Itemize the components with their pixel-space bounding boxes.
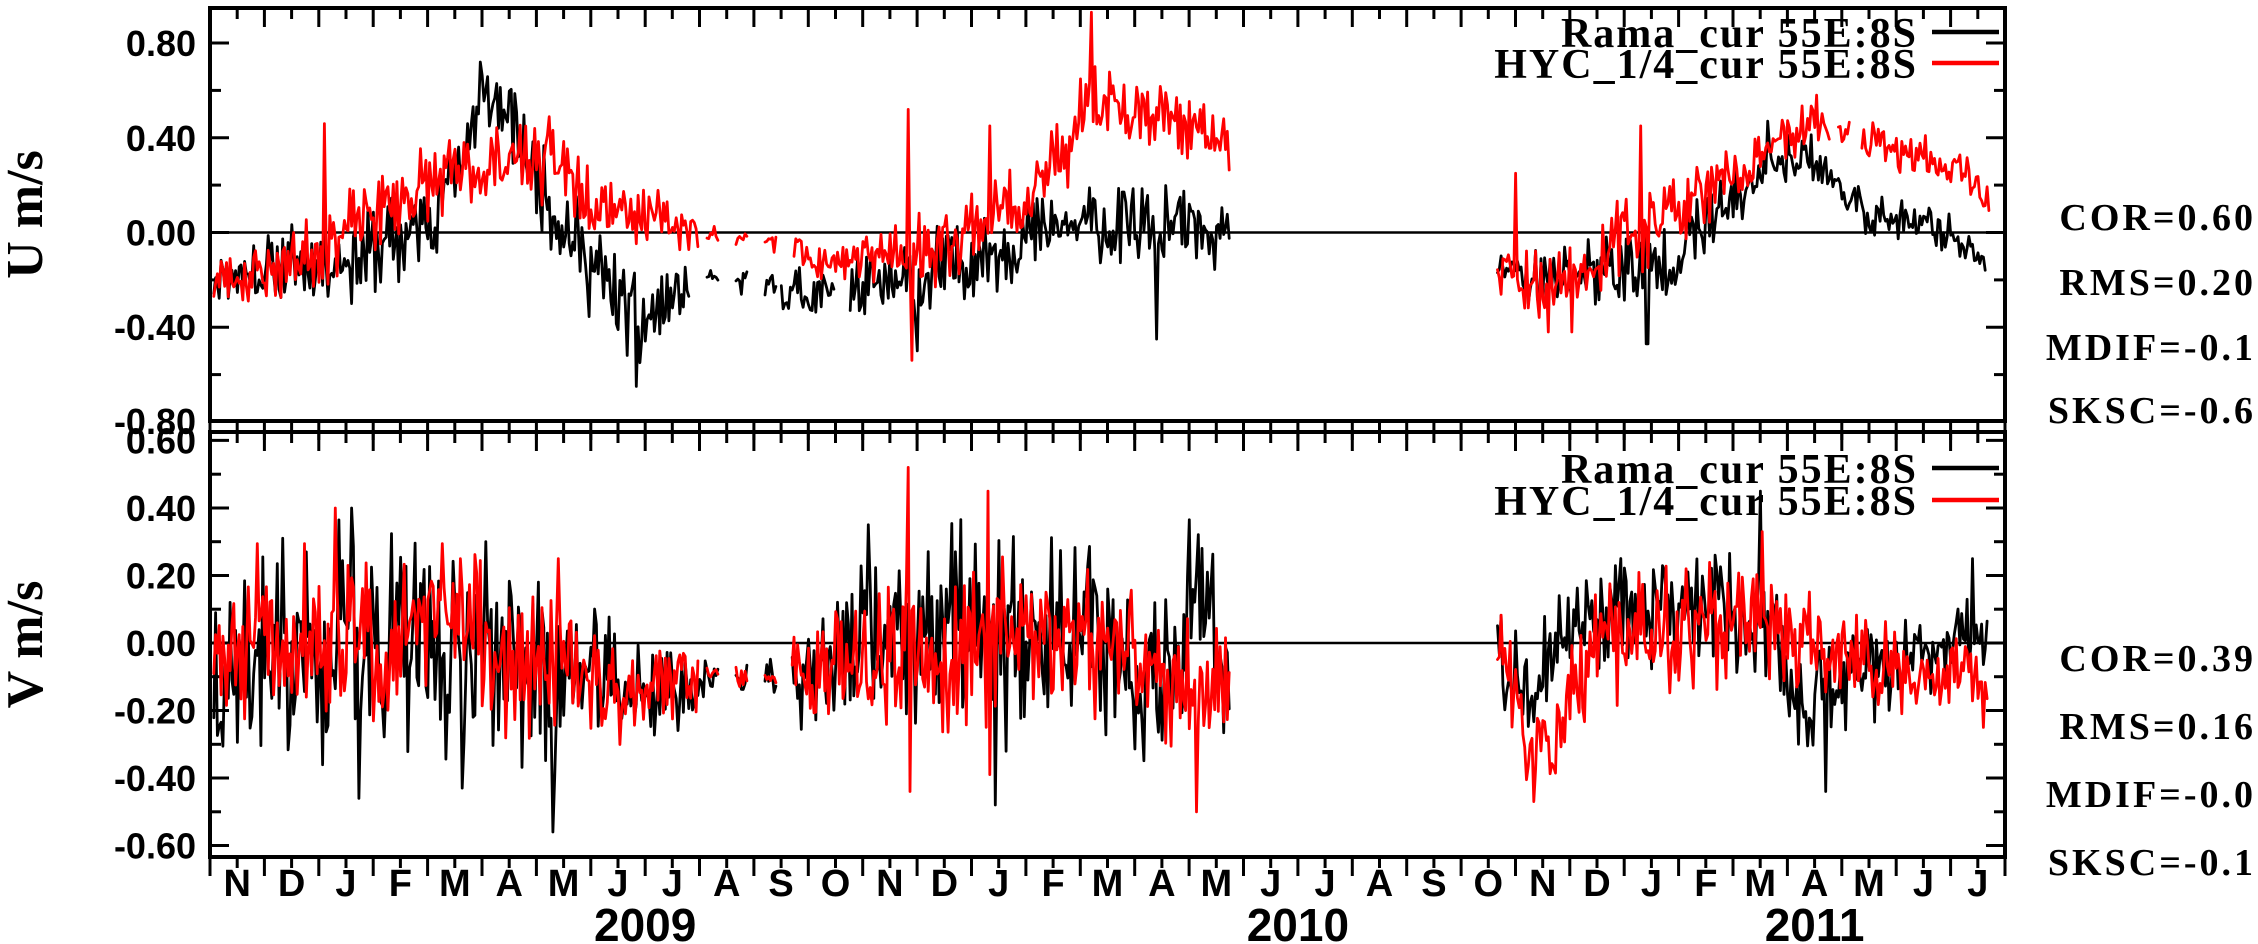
x-month-label: J (607, 863, 628, 905)
x-month-label: D (931, 863, 958, 905)
series-line-V-rama (212, 489, 1989, 834)
panel-V: 0.60 0.40 0.20 0.00 -0.20 -0.40 -0.60 V m/s Rama… (0, 420, 2256, 884)
legend-label: Rama_cur 55E:8S (1561, 11, 1918, 57)
y-tick-label: -0.60 (114, 826, 196, 867)
x-month-label: D (278, 863, 305, 905)
x-month-label: J (988, 863, 1009, 905)
stat-value: MDIF=-0.0 (2046, 774, 2256, 816)
legend-label: HYC_1/4_cur 55E:8S (1494, 42, 1918, 88)
x-month-label: M (1200, 863, 1232, 905)
x-month-label: M (1744, 863, 1776, 905)
x-month-label: M (439, 863, 471, 905)
x-month-label: O (1474, 863, 1504, 905)
y-tick-label: -0.40 (114, 758, 196, 799)
stat-value: SKSC=-0.1 (2048, 842, 2256, 884)
x-month-label: J (1315, 863, 1336, 905)
x-month-label: F (389, 863, 412, 905)
x-month-label: J (335, 863, 356, 905)
x-month-label: A (713, 863, 740, 905)
x-year-label: 2009 (594, 899, 696, 944)
x-month-label: M (1853, 863, 1885, 905)
x-month-label: J (1913, 863, 1934, 905)
series-group (212, 10, 1991, 388)
y-tick-label: 0.00 (126, 213, 196, 254)
x-month-label: S (768, 863, 793, 905)
y-tick-label: -0.80 (114, 401, 196, 442)
stat-value: RMS=0.16 (2059, 706, 2256, 748)
series-group (212, 466, 1989, 834)
y-tick-label: 0.40 (126, 118, 196, 159)
stat-value: COR=0.39 (2059, 638, 2256, 680)
x-month-label: A (495, 863, 522, 905)
x-month-label: F (1694, 863, 1717, 905)
stat-value: SKSC=-0.6 (2048, 390, 2256, 432)
stat-value: MDIF=-0.1 (2046, 327, 2256, 369)
y-tick-label: 0.60 (126, 420, 196, 461)
legend-label: Rama_cur 55E:8S (1561, 447, 1918, 493)
stat-value: RMS=0.20 (2059, 262, 2256, 304)
x-month-label: A (1148, 863, 1175, 905)
y-tick-label: 0.00 (126, 623, 196, 664)
y-tick-label: 0.40 (126, 488, 196, 529)
x-month-label: J (662, 863, 683, 905)
x-month-label: A (1366, 863, 1393, 905)
stat-value: COR=0.60 (2059, 197, 2256, 239)
series-line-V-hycom (212, 466, 1989, 814)
x-month-label: J (1260, 863, 1281, 905)
x-month-label: M (1092, 863, 1124, 905)
y-axis-title: U m/s (0, 150, 54, 279)
x-month-label: O (821, 863, 851, 905)
x-month-label: D (1583, 863, 1610, 905)
x-month-label: N (1529, 863, 1556, 905)
x-year-label: 2011 (1765, 899, 1865, 944)
series-line-U-rama (212, 60, 1987, 388)
y-tick-label: -0.20 (114, 691, 196, 732)
x-month-label: N (223, 863, 250, 905)
x-month-label: N (876, 863, 903, 905)
panel-frame (208, 6, 2007, 423)
x-month-label: A (1801, 863, 1828, 905)
x-month-label: F (1041, 863, 1064, 905)
y-tick-label: 0.80 (126, 23, 196, 64)
series-line-U-hycom (212, 10, 1991, 362)
x-month-label: M (548, 863, 580, 905)
y-tick-label: 0.20 (126, 556, 196, 597)
x-month-label: J (1641, 863, 1662, 905)
panel-frame (208, 430, 2007, 859)
panel-U: 0.80 0.40 0.00 -0.40 -0.80 U m/s Rama_cur 55E:… (0, 6, 2256, 442)
y-tick-label: -0.40 (114, 307, 196, 348)
x-year-label: 2010 (1247, 899, 1349, 944)
x-month-label: S (1421, 863, 1446, 905)
y-axis-title: V m/s (0, 581, 54, 709)
legend-label: HYC_1/4_cur 55E:8S (1494, 479, 1918, 525)
x-month-label: J (1967, 863, 1988, 905)
